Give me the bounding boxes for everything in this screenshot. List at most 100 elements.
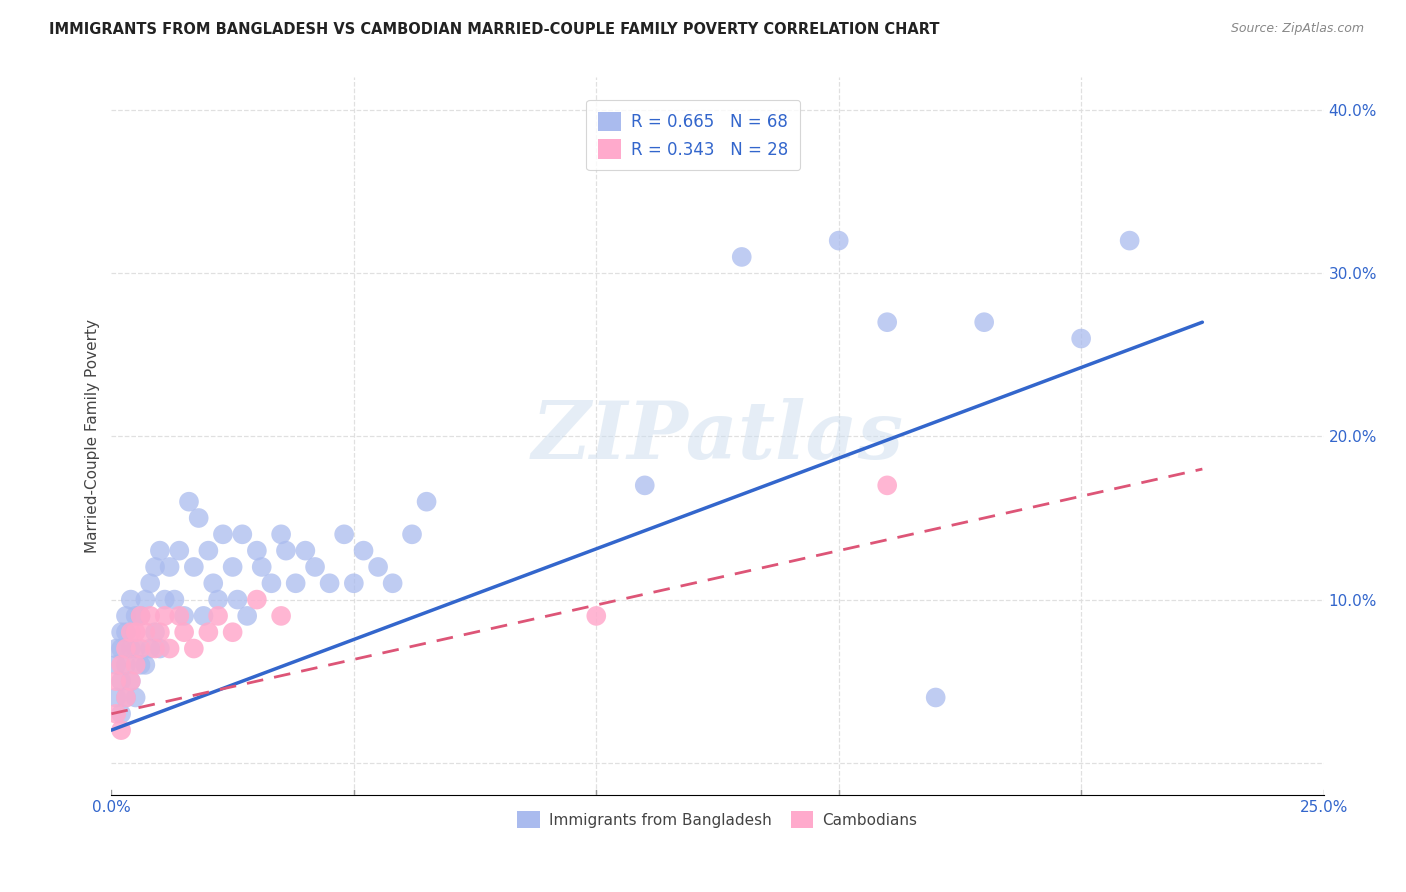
Point [634,478,657,492]
Legend: Immigrants from Bangladesh, Cambodians: Immigrants from Bangladesh, Cambodians [512,805,924,834]
Point [381,576,404,591]
Point [120,592,142,607]
Point [197,543,219,558]
Point [193,608,215,623]
Point [197,625,219,640]
Point [143,625,166,640]
Point [304,560,326,574]
Point [294,543,316,558]
Point [731,250,754,264]
Point [153,592,176,607]
Point [120,641,142,656]
Point [149,543,172,558]
Point [124,690,146,705]
Point [115,641,138,656]
Point [876,315,898,329]
Point [134,592,156,607]
Point [367,560,389,574]
Point [105,657,128,672]
Point [183,560,205,574]
Point [115,608,138,623]
Point [169,608,191,623]
Point [105,690,128,705]
Point [177,494,200,508]
Point [415,494,437,508]
Point [284,576,307,591]
Text: ZIPatlas: ZIPatlas [531,398,904,475]
Point [139,576,162,591]
Point [246,592,269,607]
Point [353,543,375,558]
Point [124,608,146,623]
Point [246,543,269,558]
Point [105,641,128,656]
Point [169,543,191,558]
Point [924,690,946,705]
Point [876,478,898,492]
Text: IMMIGRANTS FROM BANGLADESH VS CAMBODIAN MARRIED-COUPLE FAMILY POVERTY CORRELATIO: IMMIGRANTS FROM BANGLADESH VS CAMBODIAN … [49,22,939,37]
Point [110,625,132,640]
Point [343,576,366,591]
Point [115,625,138,640]
Point [159,641,181,656]
Point [149,641,172,656]
Point [1070,332,1092,346]
Point [124,625,146,640]
Point [129,608,152,623]
Point [187,511,209,525]
Point [115,690,138,705]
Point [143,560,166,574]
Point [143,641,166,656]
Point [105,706,128,721]
Point [221,625,243,640]
Point [226,592,249,607]
Point [318,576,340,591]
Point [129,641,152,656]
Point [163,592,186,607]
Point [183,641,205,656]
Point [124,641,146,656]
Point [250,560,273,574]
Point [115,657,138,672]
Y-axis label: Married-Couple Family Poverty: Married-Couple Family Poverty [86,319,100,553]
Point [274,543,297,558]
Point [270,527,292,541]
Point [236,608,259,623]
Point [202,576,225,591]
Point [110,706,132,721]
Point [139,608,162,623]
Point [110,641,132,656]
Point [149,625,172,640]
Point [260,576,283,591]
Point [134,657,156,672]
Point [120,674,142,689]
Point [105,674,128,689]
Point [207,608,229,623]
Point [585,608,607,623]
Point [110,723,132,738]
Point [139,641,162,656]
Point [231,527,253,541]
Point [159,560,181,574]
Point [153,608,176,623]
Point [973,315,995,329]
Point [270,608,292,623]
Point [1118,234,1140,248]
Point [129,657,152,672]
Point [207,592,229,607]
Point [124,657,146,672]
Text: Source: ZipAtlas.com: Source: ZipAtlas.com [1230,22,1364,36]
Point [110,657,132,672]
Point [221,560,243,574]
Point [173,625,195,640]
Point [134,625,156,640]
Point [401,527,423,541]
Point [212,527,235,541]
Point [120,674,142,689]
Point [173,608,195,623]
Point [828,234,851,248]
Point [129,608,152,623]
Point [110,674,132,689]
Point [333,527,356,541]
Point [115,690,138,705]
